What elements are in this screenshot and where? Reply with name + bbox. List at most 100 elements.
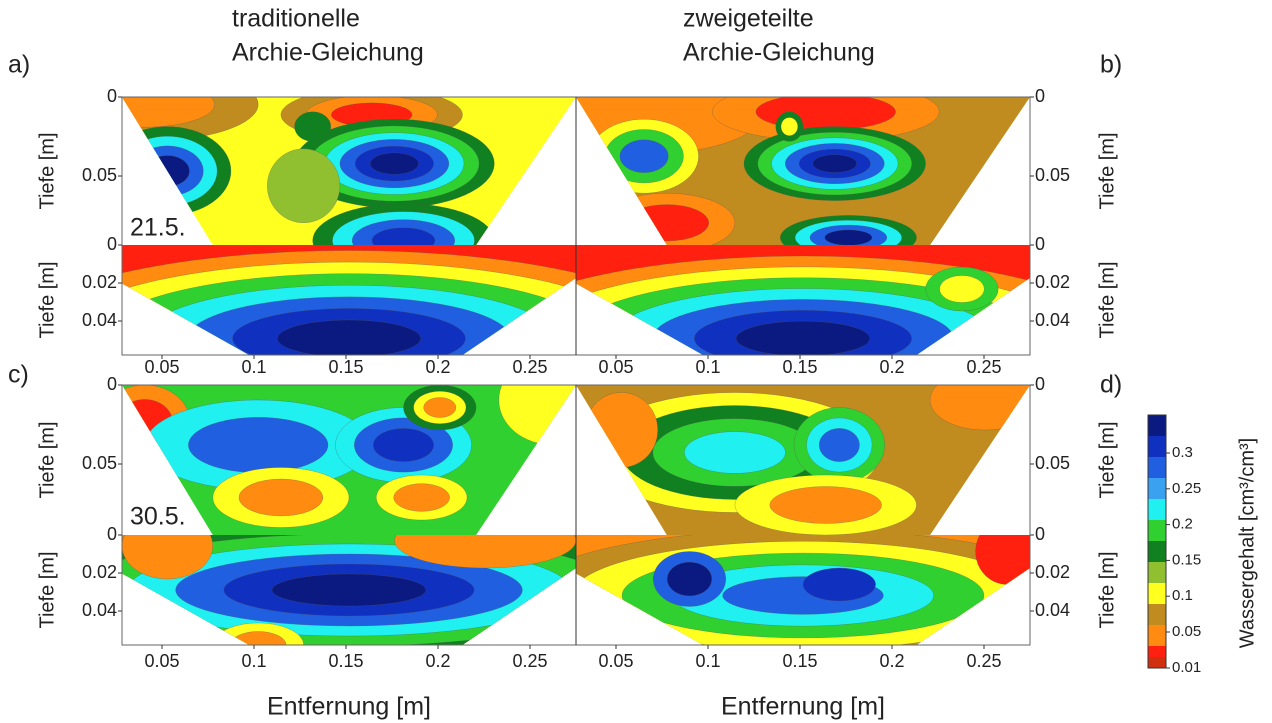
y-tick-label: 0 xyxy=(107,524,117,544)
contour-panel xyxy=(576,385,1030,535)
x-tick-label: 0.05 xyxy=(144,357,179,377)
x-tick-label: 0.05 xyxy=(144,651,179,671)
x-tick-label: 0.15 xyxy=(328,651,363,671)
y-tick-label: 0 xyxy=(1035,374,1045,394)
y-tick-label: 0 xyxy=(107,234,117,254)
y-tick-label: 0 xyxy=(1035,86,1045,106)
colorbar-tick-label: 0.01 xyxy=(1172,659,1201,676)
y-tick-label: 0.02 xyxy=(82,272,117,292)
colorbar-tick-label: 0.1 xyxy=(1172,587,1193,604)
contour-region xyxy=(802,567,876,602)
y-tick-label: 0.05 xyxy=(1035,453,1070,473)
colorbar-label: Wassergehalt [cm³/cm³] xyxy=(1236,438,1258,648)
x-tick-label: 0.15 xyxy=(782,357,817,377)
x-axis-label: Entfernung [m] xyxy=(721,693,885,721)
column-title: Archie-Gleichung xyxy=(683,39,875,67)
contour-panel xyxy=(576,535,1030,645)
contour-region xyxy=(584,392,658,468)
x-tick-label: 0.25 xyxy=(966,651,1001,671)
colorbar-tick-label: 0.05 xyxy=(1172,623,1201,640)
x-tick-label: 0.1 xyxy=(695,357,720,377)
contour-region xyxy=(271,573,427,607)
y-axis-label: Tiefe [m] xyxy=(1096,261,1118,338)
x-tick-label: 0.2 xyxy=(425,651,450,671)
column-title: Archie-Gleichung xyxy=(232,39,424,67)
y-tick-label: 0 xyxy=(107,374,117,394)
x-tick-label: 0.1 xyxy=(241,357,266,377)
contour-region xyxy=(423,397,457,418)
contour-region xyxy=(238,478,324,517)
contour-region xyxy=(131,145,204,197)
contour-region xyxy=(294,111,332,142)
x-tick-label: 0.05 xyxy=(598,357,633,377)
contour-region xyxy=(122,535,214,580)
contour-region xyxy=(824,229,873,245)
y-tick-label: 0.04 xyxy=(1035,310,1070,330)
contour-region xyxy=(393,483,450,512)
y-tick-label: 0.04 xyxy=(82,310,117,330)
y-tick-label: 0.04 xyxy=(82,600,117,620)
y-tick-label: 0.02 xyxy=(82,562,117,582)
y-axis-label: Tiefe [m] xyxy=(36,261,58,338)
contour-region xyxy=(188,417,329,473)
contour-region xyxy=(666,561,713,597)
y-tick-label: 0.05 xyxy=(1035,165,1070,185)
y-axis-label: Tiefe [m] xyxy=(1096,132,1118,209)
date-label: 30.5. xyxy=(130,503,186,531)
contour-region xyxy=(122,97,215,128)
colorbar-tick-label: 0.15 xyxy=(1172,551,1201,568)
contour-region xyxy=(372,428,434,462)
y-tick-label: 0.05 xyxy=(82,453,117,473)
contour-region xyxy=(145,155,190,187)
colorbar xyxy=(1147,414,1167,669)
y-axis-label: Tiefe [m] xyxy=(1096,551,1118,628)
x-tick-label: 0.05 xyxy=(598,651,633,671)
y-axis-label: Tiefe [m] xyxy=(1096,421,1118,498)
y-axis-label: Tiefe [m] xyxy=(36,132,58,209)
contour-region xyxy=(267,148,341,224)
x-tick-label: 0.25 xyxy=(512,357,547,377)
y-tick-label: 0.02 xyxy=(1035,562,1070,582)
date-label: 21.5. xyxy=(130,214,186,242)
y-axis-label: Tiefe [m] xyxy=(36,551,58,628)
x-tick-label: 0.25 xyxy=(966,357,1001,377)
y-tick-label: 0 xyxy=(1035,234,1045,254)
contour-region xyxy=(619,139,669,173)
x-tick-label: 0.15 xyxy=(782,651,817,671)
contour-region xyxy=(371,227,436,245)
contour-region xyxy=(818,428,860,462)
x-tick-label: 0.25 xyxy=(512,651,547,671)
contour-region xyxy=(684,431,786,474)
y-tick-label: 0.05 xyxy=(82,165,117,185)
contour-region xyxy=(277,319,421,355)
y-tick-label: 0.04 xyxy=(1035,600,1070,620)
panel-label: d) xyxy=(1100,371,1122,399)
column-title: traditionelle xyxy=(232,5,360,33)
contour-region xyxy=(230,631,287,645)
contour-panel xyxy=(122,535,576,645)
x-axis-label: Entfernung [m] xyxy=(267,693,431,721)
contour-region xyxy=(369,152,419,175)
y-tick-label: 0 xyxy=(1035,524,1045,544)
colorbar-tick-label: 0.2 xyxy=(1172,516,1193,533)
panel-label: a) xyxy=(8,51,30,79)
contour-region xyxy=(929,385,1030,431)
contour-region xyxy=(624,204,709,242)
x-tick-label: 0.1 xyxy=(695,651,720,671)
contour-region xyxy=(735,320,871,355)
x-tick-label: 0.15 xyxy=(328,357,363,377)
contour-region xyxy=(939,275,985,303)
contour-region xyxy=(212,622,304,645)
column-title: zweigeteilte xyxy=(683,5,814,33)
x-tick-label: 0.2 xyxy=(879,357,904,377)
y-tick-label: 0.02 xyxy=(1035,272,1070,292)
x-tick-label: 0.2 xyxy=(425,357,450,377)
y-tick-label: 0 xyxy=(107,86,117,106)
x-tick-label: 0.1 xyxy=(241,651,266,671)
colorbar-tick-label: 0.25 xyxy=(1172,480,1201,497)
contour-region xyxy=(769,486,882,524)
panel-label: b) xyxy=(1100,51,1122,79)
colorbar-tick-label: 0.3 xyxy=(1172,444,1193,461)
panel-label: c) xyxy=(8,361,29,389)
